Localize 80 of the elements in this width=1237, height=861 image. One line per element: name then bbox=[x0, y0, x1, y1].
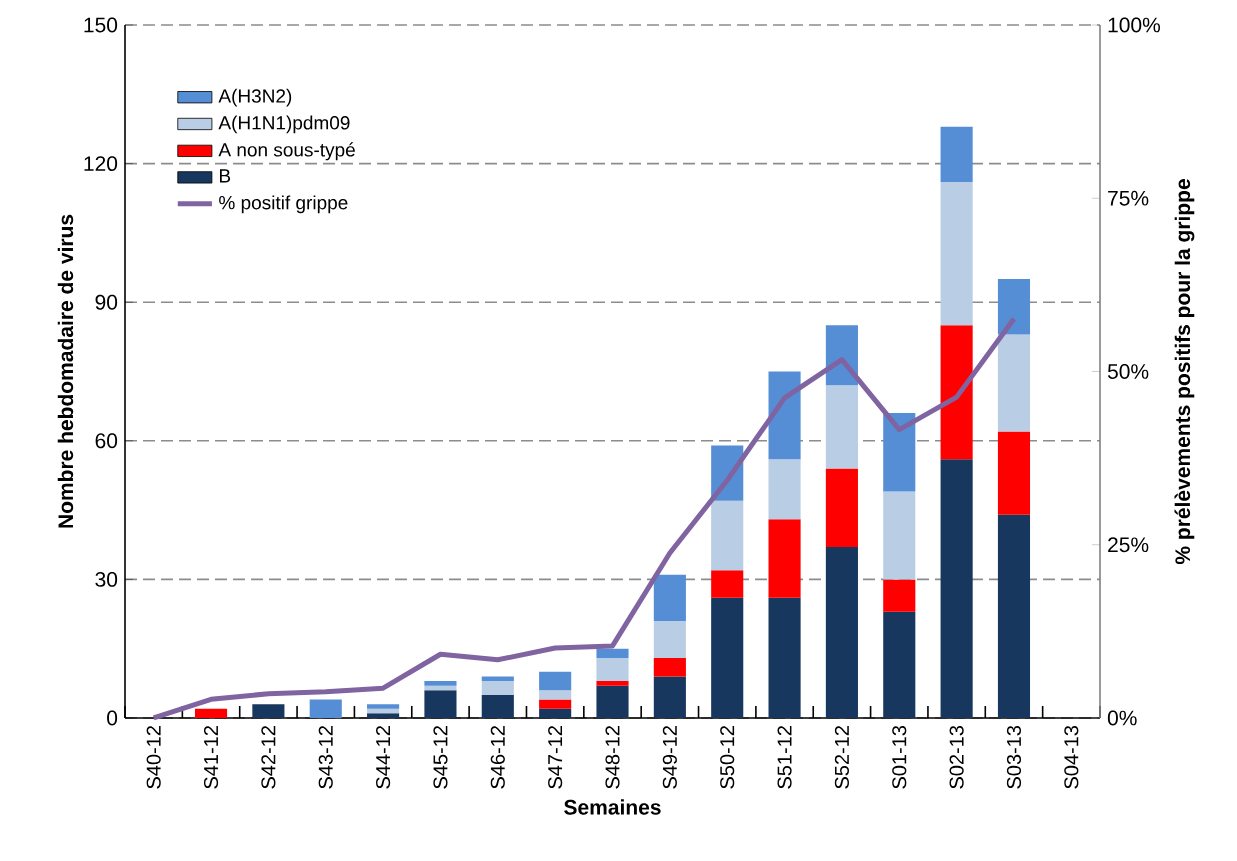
y-tick-label: 120 bbox=[84, 156, 118, 172]
x-tick-label: S50-12 bbox=[720, 726, 735, 789]
y-tick-label: 150 bbox=[84, 17, 118, 33]
x-tick-label: S01-13 bbox=[892, 725, 907, 789]
bar bbox=[481, 676, 514, 682]
y-tick-label: 30 bbox=[95, 571, 118, 587]
y2-axis-title: % prélèvements positifs pour la grippe bbox=[1174, 179, 1195, 565]
bar bbox=[940, 182, 973, 326]
x-tick-label: S02-13 bbox=[949, 725, 964, 789]
bar bbox=[424, 690, 457, 718]
y-tick-label: 0 bbox=[107, 710, 118, 726]
bar bbox=[997, 431, 1031, 515]
bar bbox=[481, 694, 514, 718]
bar bbox=[653, 676, 686, 718]
y-axis-title: Nombre hebdomadaire de virus bbox=[57, 214, 74, 528]
x-tick-label: S48-12 bbox=[605, 726, 620, 789]
bar bbox=[768, 597, 801, 718]
bar bbox=[367, 704, 400, 709]
y2-tick-label: 100% bbox=[1108, 17, 1161, 33]
y2-tick-label: 0% bbox=[1107, 710, 1137, 726]
bar bbox=[825, 547, 858, 718]
y-tick-label: 60 bbox=[95, 433, 118, 449]
bar bbox=[539, 690, 572, 700]
x-tick-label: S46-12 bbox=[490, 726, 505, 789]
y2-tick-label: 75% bbox=[1108, 190, 1149, 206]
bar bbox=[768, 459, 801, 520]
bar bbox=[883, 413, 916, 492]
x-tick-label: S47-12 bbox=[548, 726, 563, 789]
bar bbox=[653, 574, 686, 621]
x-tick-label: S45-12 bbox=[433, 726, 448, 789]
bar bbox=[825, 385, 858, 469]
bar bbox=[997, 514, 1031, 718]
bar bbox=[481, 681, 514, 695]
bar bbox=[883, 491, 916, 580]
bar bbox=[711, 500, 744, 571]
legend-label: A(H3N2) bbox=[218, 88, 292, 107]
bar bbox=[883, 579, 916, 612]
x-tick-label: S52-12 bbox=[834, 726, 849, 789]
y2-tick-label: 50% bbox=[1107, 364, 1149, 379]
x-tick-label: S43-12 bbox=[318, 726, 333, 789]
bar bbox=[367, 713, 400, 718]
y2-tick-label: 25% bbox=[1108, 537, 1149, 553]
bar bbox=[596, 657, 629, 682]
x-tick-label: S41-12 bbox=[203, 726, 219, 789]
x-tick-label: S40-12 bbox=[146, 726, 161, 789]
bar bbox=[997, 334, 1031, 432]
x-tick-label: S51-12 bbox=[777, 726, 792, 789]
x-tick-label: S03-13 bbox=[1006, 725, 1022, 789]
legend-label: A(H1N1)pdm09 bbox=[218, 115, 350, 134]
bar bbox=[596, 685, 629, 718]
bar bbox=[539, 671, 572, 691]
bar bbox=[653, 657, 686, 677]
bar bbox=[883, 611, 916, 718]
bar bbox=[711, 597, 744, 718]
legend-label: B bbox=[219, 169, 231, 183]
bar bbox=[309, 699, 342, 718]
bar bbox=[653, 620, 686, 658]
bar bbox=[194, 708, 228, 718]
bar bbox=[539, 699, 572, 709]
x-tick-label: S04-13 bbox=[1064, 725, 1079, 789]
bar bbox=[596, 648, 629, 658]
bar bbox=[596, 681, 629, 686]
legend-label: A non sous-typé bbox=[218, 142, 355, 161]
bar bbox=[711, 570, 744, 598]
y-tick-label: 90 bbox=[95, 294, 118, 310]
bar bbox=[940, 325, 973, 460]
bar bbox=[997, 279, 1031, 335]
bar bbox=[539, 708, 572, 718]
x-tick-label: S42-12 bbox=[261, 726, 276, 789]
bar bbox=[768, 519, 801, 598]
bar bbox=[768, 371, 801, 460]
bar bbox=[825, 468, 858, 548]
bar bbox=[940, 126, 973, 183]
x-tick-label: S44-12 bbox=[376, 726, 391, 789]
legend-label: % positif grippe bbox=[219, 195, 348, 214]
x-axis-title: Semaines bbox=[564, 799, 661, 815]
bar bbox=[424, 681, 457, 686]
bar bbox=[940, 459, 973, 718]
x-tick-label: S49-12 bbox=[662, 726, 677, 789]
bar bbox=[252, 704, 285, 718]
